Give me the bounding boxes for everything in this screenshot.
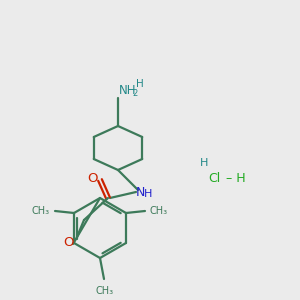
Text: N: N [135, 185, 145, 199]
Text: O: O [88, 172, 98, 184]
Text: 2: 2 [132, 88, 137, 98]
Text: H: H [144, 189, 152, 199]
Text: CH₃: CH₃ [150, 206, 168, 216]
Text: NH: NH [119, 83, 136, 97]
Text: H: H [136, 79, 144, 89]
Text: Cl: Cl [208, 172, 220, 184]
Text: H: H [200, 158, 208, 168]
Text: CH₃: CH₃ [32, 206, 50, 216]
Text: – H: – H [222, 172, 246, 184]
Text: CH₃: CH₃ [96, 286, 114, 296]
Text: O: O [64, 236, 74, 248]
